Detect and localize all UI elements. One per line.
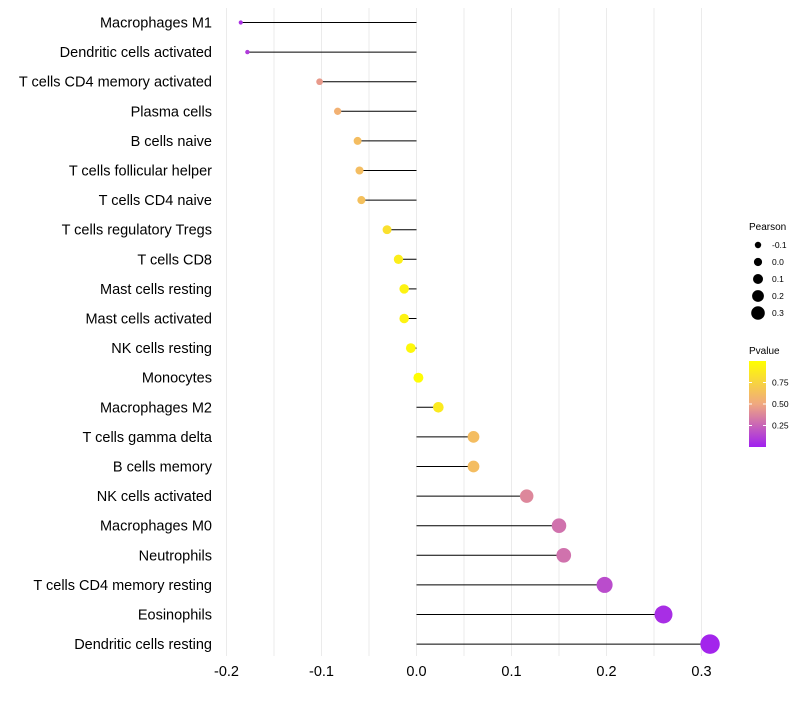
- category-label: Macrophages M0: [100, 519, 212, 535]
- category-label: NK cells activated: [97, 489, 212, 505]
- legend-size-label: 0.2: [772, 291, 784, 301]
- category-label: T cells gamma delta: [83, 430, 213, 446]
- lollipop-point: [551, 518, 567, 533]
- pvalue-colorbar: [749, 361, 766, 447]
- category-label: T cells CD4 naive: [99, 193, 212, 209]
- lollipop-point: [382, 225, 392, 235]
- y-axis-labels: Macrophages M1 Dendritic cells activated T…: [19, 16, 213, 654]
- legend-pvalue-title: Pvalue: [749, 346, 780, 357]
- grid-layer: [226, 8, 702, 656]
- category-label: Monocytes: [142, 371, 212, 387]
- lollipop-point: [467, 460, 480, 473]
- lollipop-point: [413, 372, 424, 383]
- category-label: Mast cells activated: [85, 312, 212, 328]
- category-label: B cells memory: [113, 460, 213, 476]
- lollipop-point: [519, 489, 534, 503]
- x-tick-label: 0.1: [501, 664, 521, 680]
- legend-size-label: 0.3: [772, 308, 784, 318]
- x-tick-label: 0.3: [691, 664, 711, 680]
- category-label: Plasma cells: [131, 104, 212, 120]
- category-label: Dendritic cells activated: [60, 45, 212, 61]
- category-label: Mast cells resting: [100, 282, 212, 298]
- colorbar-label: 0.50: [772, 399, 789, 409]
- lollipop-point: [654, 605, 673, 624]
- legend-size-key: [752, 290, 764, 302]
- category-label: Macrophages M1: [100, 16, 212, 32]
- lollipop-point: [405, 343, 416, 353]
- legend-size-key: [753, 257, 763, 267]
- legend-size-key: [751, 306, 765, 320]
- lollipop-point: [393, 254, 404, 264]
- x-tick-label: 0.0: [406, 664, 426, 680]
- category-label: T cells CD8: [137, 252, 212, 268]
- legend: Pearson Pvalue -0.1 0.0 0.1 0.2 0.3 0.25 0.50 0…: [749, 222, 789, 447]
- category-label: Eosinophils: [138, 608, 212, 624]
- x-tick-label: 0.2: [596, 664, 616, 680]
- lollipop-point: [238, 20, 243, 25]
- lollipop-point: [333, 107, 342, 115]
- category-label: Dendritic cells resting: [74, 637, 212, 653]
- legend-size-label: 0.1: [772, 274, 784, 284]
- category-label: NK cells resting: [111, 341, 212, 357]
- lollipop-point: [245, 49, 250, 55]
- x-tick-label: -0.1: [309, 664, 334, 680]
- lollipop-point: [399, 313, 409, 324]
- lollipop-point: [467, 431, 480, 443]
- category-label: Macrophages M2: [100, 400, 212, 416]
- lollipop-point: [700, 634, 720, 654]
- stem-layer: [240, 22, 711, 645]
- category-label: T cells CD4 memory activated: [19, 75, 212, 91]
- lollipop-point: [355, 166, 364, 175]
- legend-size-label: 0.0: [772, 257, 784, 267]
- category-label: B cells naive: [131, 134, 212, 150]
- colorbar-label: 0.75: [772, 378, 789, 388]
- lollipop-point: [596, 576, 613, 593]
- category-label: T cells follicular helper: [69, 164, 212, 180]
- legend-size-label: -0.1: [772, 240, 787, 250]
- category-label: T cells CD4 memory resting: [33, 578, 212, 594]
- legend-pearson-title: Pearson: [749, 222, 786, 233]
- x-tick-label: -0.2: [214, 664, 239, 680]
- lollipop-point: [556, 547, 572, 563]
- colorbar-label: 0.25: [772, 421, 789, 431]
- x-axis-ticks: -0.2 -0.1 0.0 0.1 0.2 0.3: [214, 664, 712, 680]
- lollipop-point: [433, 402, 444, 413]
- legend-size-key: [754, 241, 762, 249]
- lollipop-point: [357, 196, 366, 205]
- category-label: Neutrophils: [139, 548, 212, 564]
- category-label: T cells regulatory Tregs: [62, 223, 212, 239]
- lollipop-point: [399, 284, 409, 294]
- lollipop-point: [316, 78, 323, 86]
- legend-size-key: [753, 274, 763, 284]
- lollipop-point: [353, 136, 362, 145]
- point-layer: [238, 20, 720, 654]
